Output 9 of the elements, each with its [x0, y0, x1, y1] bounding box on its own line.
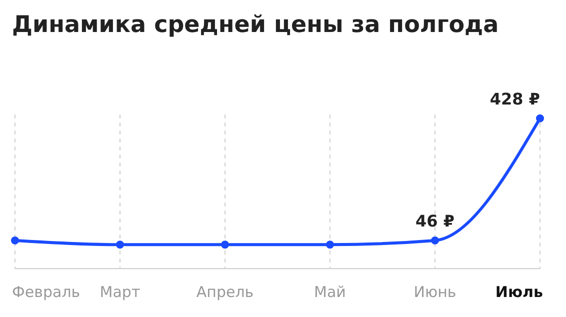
data-label: 46 ₽	[416, 211, 454, 230]
x-tick-label: Апрель	[196, 283, 254, 301]
x-tick-label: Июль	[495, 283, 543, 301]
x-tick-label: Июнь	[414, 283, 456, 301]
x-tick-label: Февраль	[12, 283, 80, 301]
data-label: 428 ₽	[490, 89, 540, 108]
x-tick-label: Май	[314, 283, 346, 301]
chart-title: Динамика средней цены за полгода	[12, 12, 499, 38]
x-tick-label: Март	[100, 283, 140, 301]
